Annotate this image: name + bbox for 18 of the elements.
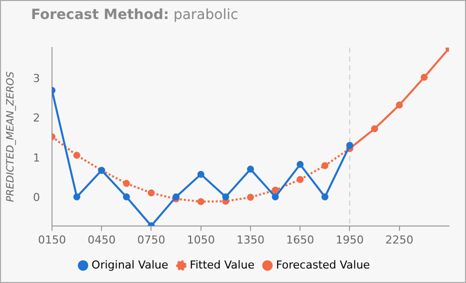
y-tick-label: 0 bbox=[33, 190, 40, 204]
legend-label: Fitted Value bbox=[190, 258, 255, 272]
y-tick-label: 2 bbox=[33, 112, 40, 125]
x-tick-label: 1050 bbox=[186, 233, 215, 246]
x-tick-label: 1950 bbox=[336, 233, 364, 246]
chart-title: Forecast Method: bbox=[31, 7, 169, 23]
x-tick-label: 0750 bbox=[137, 233, 166, 246]
x-tick-label: 1650 bbox=[286, 233, 314, 246]
y-tick-label: 3 bbox=[33, 72, 40, 86]
y-axis-title: PREDICTED_MEAN_ZEROS bbox=[6, 70, 17, 202]
x-tick-label: 2250 bbox=[385, 233, 414, 246]
x-tick-label: 0150 bbox=[38, 233, 66, 246]
legend-label: Original Value bbox=[92, 258, 169, 272]
legend-label: Forecasted Value bbox=[276, 258, 370, 272]
chart-subtitle: parabolic bbox=[173, 7, 238, 23]
y-tick-label: 1 bbox=[33, 151, 40, 164]
x-tick-label: 1350 bbox=[236, 233, 264, 246]
x-tick-label: 0450 bbox=[88, 233, 116, 246]
